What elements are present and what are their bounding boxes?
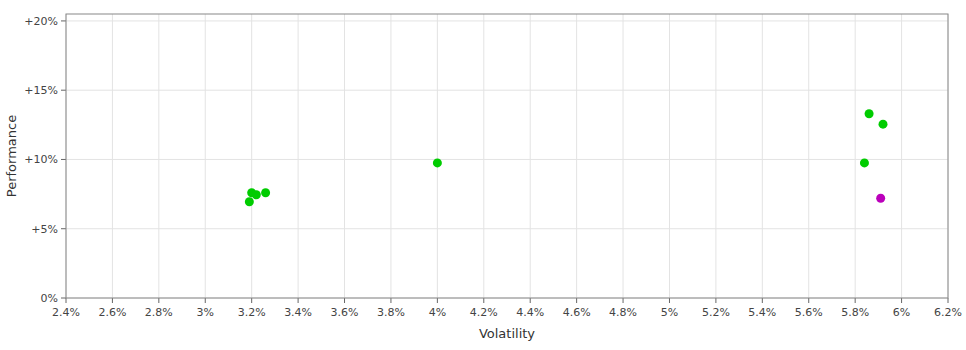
x-tick [205,298,206,303]
y-tick-label: +10% [24,153,58,166]
point [865,109,874,118]
point [245,197,254,206]
y-tick [61,90,66,91]
x-tick-label: 4% [429,306,446,319]
x-grid-line [576,14,577,298]
plot-frame [66,14,948,298]
x-tick-label: 5.8% [841,306,869,319]
x-grid-line [205,14,206,298]
y-tick-label: +15% [24,84,58,97]
x-tick [576,298,577,303]
x-tick-label: 2.6% [98,306,126,319]
point [261,188,270,197]
x-grid-line [530,14,531,298]
x-tick [483,298,484,303]
x-tick-label: 3% [197,306,214,319]
x-tick-label: 2.8% [145,306,173,319]
x-tick [948,298,949,303]
grid [66,14,948,298]
x-tick-label: 5.4% [748,306,776,319]
x-grid-line [437,14,438,298]
x-grid-line [158,14,159,298]
point [433,158,442,167]
y-grid-line [66,90,948,91]
x-tick [669,298,670,303]
axes: 2.4% 2.6% 2.8% 3% 3.2% 3.4% 3.6% 3.8% 4% 4.2% 4.4%… [24,14,962,319]
x-tick [298,298,299,303]
plot-background [66,14,948,298]
x-grid-line [901,14,902,298]
x-tick-label: 3.8% [377,306,405,319]
x-tick [855,298,856,303]
y-tick-label: +5% [31,223,58,236]
y-tick [61,228,66,229]
y-tick [61,20,66,21]
x-tick [112,298,113,303]
x-grid-line [298,14,299,298]
x-grid-line [669,14,670,298]
x-grid-line [390,14,391,298]
x-tick-label: 4.4% [516,306,544,319]
x-tick [251,298,252,303]
series [876,194,885,203]
x-tick [158,298,159,303]
y-axis-label: Performance [4,115,19,197]
x-grid-line [762,14,763,298]
y-grid-line [66,159,948,160]
x-tick-label: 3.6% [331,306,359,319]
x-grid-line [112,14,113,298]
x-tick [66,298,67,303]
series [245,109,888,206]
point [252,190,261,199]
x-tick [623,298,624,303]
x-tick [530,298,531,303]
x-tick [715,298,716,303]
x-tick-label: 5% [661,306,678,319]
chart: 2.4% 2.6% 2.8% 3% 3.2% 3.4% 3.6% 3.8% 4% 4.2% 4.4%… [0,0,966,350]
x-grid-line [855,14,856,298]
x-tick-label: 2.4% [52,306,80,319]
x-grid-line [715,14,716,298]
y-tick-label: 0% [41,292,58,305]
x-tick [808,298,809,303]
x-tick [344,298,345,303]
x-tick-label: 3.2% [238,306,266,319]
point [876,194,885,203]
x-grid-line [808,14,809,298]
x-tick [437,298,438,303]
x-tick-label: 5.6% [795,306,823,319]
x-tick-label: 6.2% [934,306,962,319]
y-grid-line [66,20,948,21]
x-tick-label: 4.6% [563,306,591,319]
x-tick-label: 3.4% [284,306,312,319]
x-tick-label: 5.2% [702,306,730,319]
points [245,109,888,206]
x-tick [762,298,763,303]
point [860,158,869,167]
x-tick-label: 4.8% [609,306,637,319]
y-tick [61,159,66,160]
point [879,120,888,129]
x-tick [390,298,391,303]
x-tick [901,298,902,303]
chart-container: 2.4% 2.6% 2.8% 3% 3.2% 3.4% 3.6% 3.8% 4% 4.2% 4.4%… [0,0,966,350]
x-tick-label: 4.2% [470,306,498,319]
y-grid-line [66,228,948,229]
x-grid-line [344,14,345,298]
x-axis-label: Volatility [479,326,535,341]
y-tick [61,298,66,299]
y-tick-label: +20% [24,15,58,28]
x-tick-label: 6% [893,306,910,319]
x-grid-line [251,14,252,298]
x-grid-line [483,14,484,298]
x-grid-line [623,14,624,298]
